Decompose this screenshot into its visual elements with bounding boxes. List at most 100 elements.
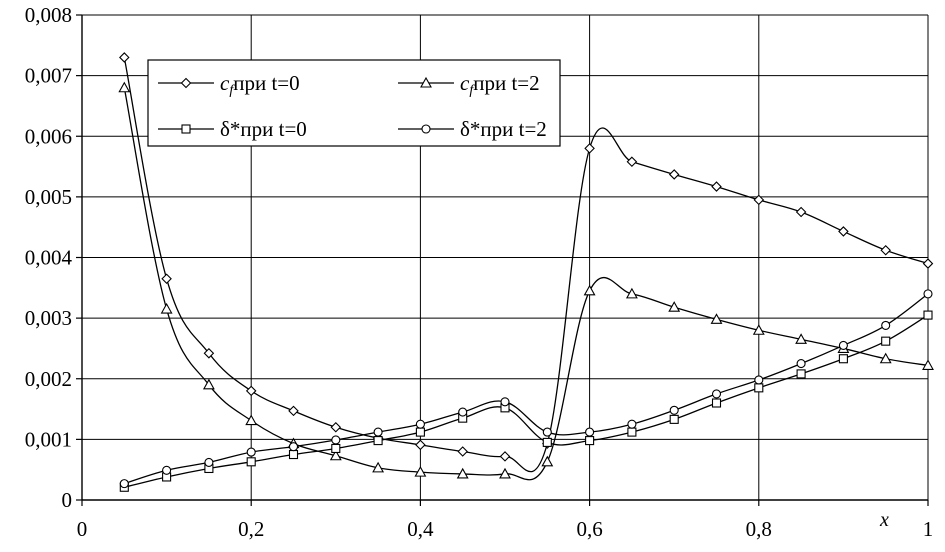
data-point <box>245 385 257 397</box>
data-point <box>796 369 806 379</box>
data-point <box>669 414 679 424</box>
y-tick-label: 0,003 <box>25 306 72 330</box>
data-point <box>499 467 511 479</box>
x-tick-label: 0,6 <box>576 517 602 541</box>
data-point <box>754 375 764 385</box>
data-point <box>500 397 510 407</box>
x-tick-label: 0,4 <box>407 517 434 541</box>
data-point <box>160 302 173 314</box>
data-point <box>288 405 299 417</box>
data-point <box>880 244 891 256</box>
data-point <box>542 427 552 437</box>
legend-marker <box>181 124 191 134</box>
x-tick-label: 0,2 <box>238 517 264 541</box>
data-point <box>881 320 891 330</box>
data-point <box>711 181 722 192</box>
data-point <box>499 451 511 462</box>
data-point <box>414 465 427 477</box>
data-point <box>838 354 848 364</box>
data-point <box>330 421 342 433</box>
y-tick-labels: 0 0,001 0,002 0,003 0,004 0,005 0,006 0,007 0,00… <box>25 3 73 512</box>
series-layer <box>118 52 934 492</box>
data-point <box>711 398 722 408</box>
y-tick-label: 0,005 <box>25 185 72 209</box>
data-point <box>456 467 469 479</box>
data-point <box>331 435 341 445</box>
data-point <box>585 436 595 446</box>
data-point <box>838 340 848 350</box>
x-tick-labels: 0 0,2 0,4 0,6 0,8 1 <box>77 517 934 541</box>
legend-box <box>147 59 561 147</box>
data-point <box>879 352 892 364</box>
data-point <box>881 336 891 346</box>
data-point <box>288 449 299 460</box>
data-point <box>753 194 765 206</box>
data-point <box>626 156 638 167</box>
y-tick-label: 0,002 <box>25 367 72 391</box>
legend-label: cfпри t=2 <box>460 71 540 98</box>
data-point <box>203 348 215 359</box>
data-point <box>118 81 131 93</box>
data-point <box>119 52 130 63</box>
data-point <box>373 436 383 446</box>
legend-marker <box>420 76 432 88</box>
data-point <box>541 455 554 467</box>
data-point <box>922 359 934 370</box>
data-point <box>838 226 849 237</box>
legend-entry-1: cfпри t=0 <box>158 71 300 98</box>
data-point <box>162 465 172 475</box>
data-point <box>458 407 468 417</box>
data-point <box>372 461 385 473</box>
data-point <box>668 301 681 312</box>
data-point <box>329 449 342 461</box>
data-point <box>754 383 764 393</box>
data-point <box>625 287 638 299</box>
data-point <box>668 169 680 180</box>
data-point <box>119 479 129 489</box>
data-point <box>542 437 552 447</box>
data-point <box>457 446 468 457</box>
data-point <box>923 289 933 299</box>
data-point <box>583 284 596 296</box>
x-axis-label: x <box>879 509 889 531</box>
legend-entry-4: δ*при t=2 <box>398 117 547 141</box>
data-point <box>331 443 341 454</box>
x-tick-label: 0 <box>77 517 88 541</box>
legend-label: δ*при t=2 <box>460 117 547 141</box>
data-point <box>161 273 172 284</box>
series-line <box>123 87 929 481</box>
plot-frame <box>76 14 929 506</box>
data-point <box>246 447 256 457</box>
series-line <box>124 293 929 485</box>
y-tick-label: 0,006 <box>25 124 72 148</box>
data-point <box>415 419 425 429</box>
data-point <box>373 427 383 437</box>
data-point <box>245 414 258 426</box>
data-point <box>795 206 807 218</box>
y-tick-label: 0 <box>62 488 73 512</box>
data-point <box>796 359 806 369</box>
series-line <box>123 57 929 473</box>
series-3 <box>119 310 933 492</box>
x-tick-label: 1 <box>923 517 934 541</box>
data-point <box>923 310 933 320</box>
series-4 <box>119 289 933 489</box>
legend-marker <box>421 124 431 134</box>
data-point <box>627 427 637 437</box>
data-point <box>246 457 256 467</box>
data-point <box>288 442 299 452</box>
data-point <box>710 313 723 324</box>
data-point <box>585 427 595 437</box>
data-point <box>204 457 214 467</box>
legend: cfпри t=0 cfпри t=2 δ*при t=0 δ*при t=2 <box>147 59 561 147</box>
data-point <box>922 258 934 269</box>
data-point <box>584 143 595 154</box>
legend-marker <box>180 77 192 89</box>
legend-label: cfпри t=0 <box>220 71 300 98</box>
data-point <box>795 333 808 344</box>
x-tick-label: 0,8 <box>746 517 772 541</box>
y-tick-label: 0,007 <box>25 64 72 88</box>
data-point <box>627 419 637 429</box>
data-point <box>415 427 425 437</box>
